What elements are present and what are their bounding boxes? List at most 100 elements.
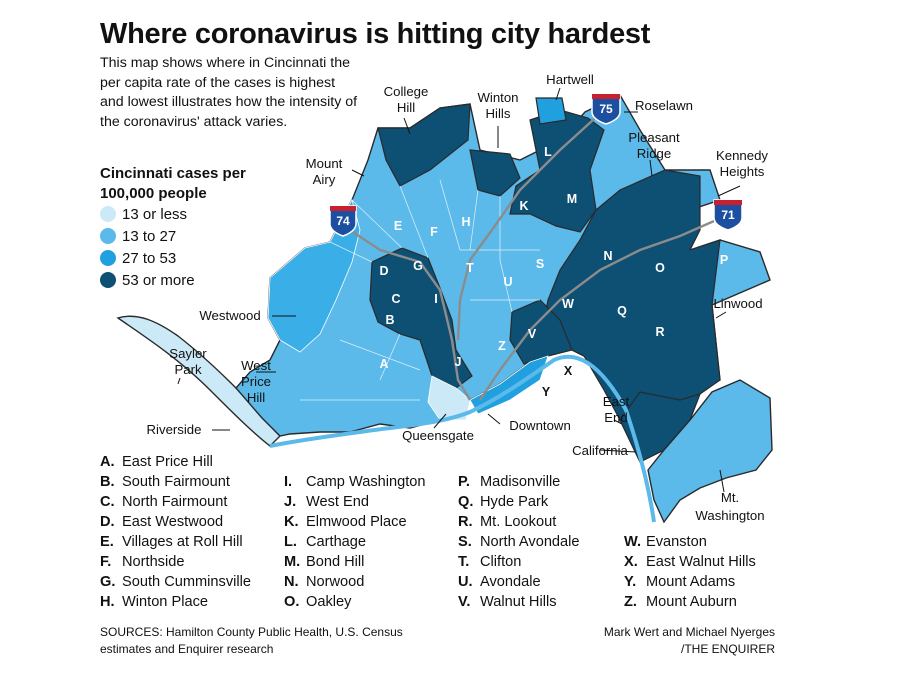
key-name: East Westwood <box>122 514 224 530</box>
key-name: North Avondale <box>480 534 580 550</box>
leader-lines <box>177 87 741 493</box>
key-item: E. Villages at Roll Hill <box>100 532 251 552</box>
key-item: I. Camp Washington <box>284 472 426 492</box>
map-letter-l: L <box>544 145 552 159</box>
key-name: Northside <box>122 554 185 570</box>
legend-item: 13 to 27 <box>100 225 280 247</box>
key-item: Z. Mount Auburn <box>624 592 756 612</box>
key-item: U. Avondale <box>458 572 580 592</box>
legend-label: 53 or more <box>122 271 195 289</box>
key-letter: L. <box>284 534 297 550</box>
key-letter: Z. <box>624 594 637 610</box>
map-letter-g: G <box>413 259 423 273</box>
key-name: Camp Washington <box>306 474 426 490</box>
map-letters: A B C D E F G H I J K L M N O P Q R S T … <box>379 145 728 399</box>
legend-swatch <box>100 250 116 266</box>
key-letter: H. <box>100 594 115 610</box>
label-sayler-park: Sayler Park <box>169 346 207 377</box>
key-item: P. Madisonville <box>458 472 580 492</box>
key-item: A. East Price Hill <box>100 452 251 472</box>
legend-swatch <box>100 228 116 244</box>
key-item: F. Northside <box>100 552 251 572</box>
key-letter: X. <box>624 554 638 570</box>
highway-74-shield: 74 <box>329 205 357 237</box>
key-column-3: P. Madisonville Q. Hyde Park R. Mt. Lookout S.… <box>458 472 580 612</box>
map-letter-n: N <box>603 249 612 263</box>
map-letter-d: D <box>379 264 388 278</box>
key-letter: C. <box>100 494 115 510</box>
key-name: Winton Place <box>122 594 208 610</box>
region-13-or-less-queensgate <box>427 375 471 421</box>
key-name: Norwood <box>306 574 365 590</box>
label-west-price-hill: West Price Hill <box>241 358 271 405</box>
key-letter: U. <box>458 574 473 590</box>
key-letter: T. <box>458 554 470 570</box>
key-letter: W. <box>624 534 642 550</box>
key-name: Hyde Park <box>480 494 549 510</box>
legend-item: 27 to 53 <box>100 247 280 269</box>
key-item: S. North Avondale <box>458 532 580 552</box>
key-name: Avondale <box>480 574 541 590</box>
region-13-27-mt-washington <box>647 379 773 524</box>
key-name: Madisonville <box>480 474 561 490</box>
key-name: North Fairmount <box>122 494 228 510</box>
key-item: W. Evanston <box>624 532 756 552</box>
label-westwood: Westwood <box>199 308 260 323</box>
key-name: Mt. Lookout <box>480 514 557 530</box>
ohio-river <box>269 354 656 523</box>
legend-label: 13 or less <box>122 205 188 223</box>
key-name: East Price Hill <box>122 454 213 470</box>
highway-71-shield: 71 <box>713 199 743 231</box>
map-letter-a: A <box>379 357 388 371</box>
key-item: O. Oakley <box>284 592 426 612</box>
key-name: Bond Hill <box>306 554 365 570</box>
map-letter-r: R <box>655 325 664 339</box>
key-column-2: I. Camp Washington J. West End K. Elmwood Pla… <box>284 472 426 612</box>
map-letter-p: P <box>720 253 728 267</box>
key-letter: G. <box>100 574 116 590</box>
key-item: C. North Fairmount <box>100 492 251 512</box>
highway-71-label: 71 <box>721 208 735 222</box>
label-college-hill: College Hill <box>384 84 429 115</box>
legend-item: 53 or more <box>100 269 280 291</box>
map-letter-m: M <box>567 192 577 206</box>
legend-swatch <box>100 272 116 288</box>
region-53-plus-north <box>377 103 471 187</box>
region-53-plus-east-end <box>619 391 701 463</box>
map-letter-t: T <box>466 261 474 275</box>
key-name: Walnut Hills <box>480 594 557 610</box>
map-letter-y: Y <box>542 385 551 399</box>
sources-note: SOURCES: Hamilton County Public Health, … <box>100 625 403 656</box>
map-letter-v: V <box>528 327 537 341</box>
neighborhood-borders <box>300 179 540 401</box>
region-53-plus-walnut <box>509 299 573 365</box>
map-letter-u: U <box>503 275 512 289</box>
key-item: L. Carthage <box>284 532 426 552</box>
region-53-plus-winton <box>469 149 521 197</box>
key-name: Clifton <box>480 554 522 570</box>
map-letter-q: Q <box>617 304 627 318</box>
highway-75-shield: 75 <box>591 93 621 125</box>
key-letter: R. <box>458 514 473 530</box>
map-letter-o: O <box>655 261 665 275</box>
map-letter-b: B <box>385 313 394 327</box>
key-item: H. Winton Place <box>100 592 251 612</box>
key-name: South Cumminsville <box>122 574 251 590</box>
legend-item: 13 or less <box>100 203 280 225</box>
map-letter-k: K <box>519 199 528 213</box>
key-letter: F. <box>100 554 112 570</box>
legend-title: Cincinnati cases per 100,000 people <box>100 165 246 202</box>
key-item: N. Norwood <box>284 572 426 592</box>
key-letter: E. <box>100 534 114 550</box>
key-name: West End <box>306 494 369 510</box>
highway-74-label: 74 <box>336 214 350 228</box>
map-letter-j: J <box>455 355 462 369</box>
key-column-4: W. Evanston X. East Walnut Hills Y. Mount Ada… <box>624 532 756 612</box>
key-letter: D. <box>100 514 115 530</box>
map-letter-f: F <box>430 225 438 239</box>
legend-label: 27 to 53 <box>122 249 177 267</box>
label-riverside: Riverside <box>147 422 202 437</box>
highway-75-label: 75 <box>599 102 613 116</box>
key-item: K. Elmwood Place <box>284 512 426 532</box>
region-53-plus-carthage-bondhill <box>509 109 605 233</box>
